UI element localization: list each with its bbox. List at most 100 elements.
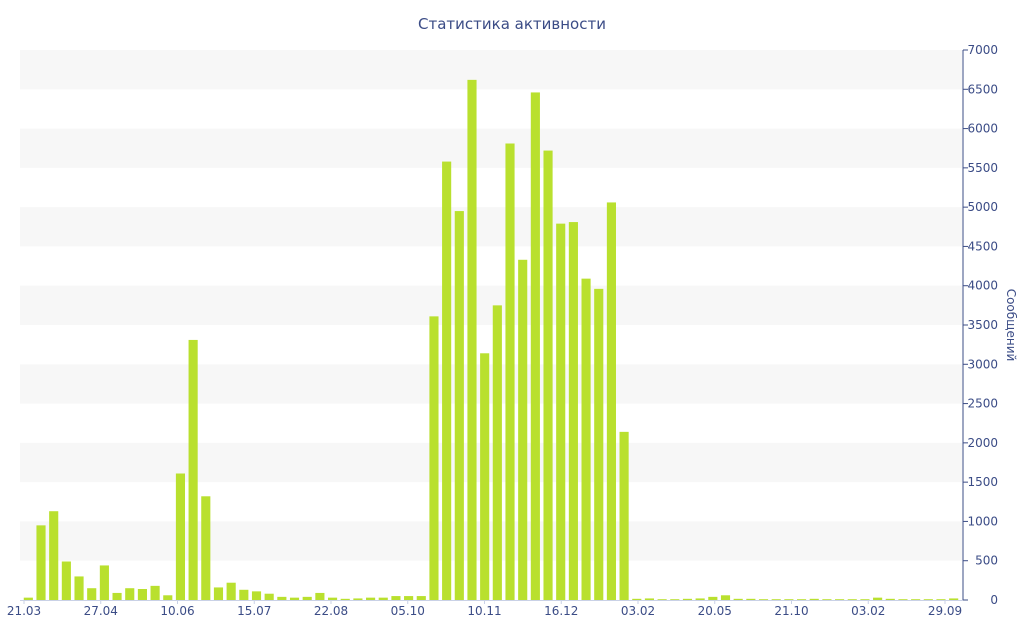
bar bbox=[581, 278, 591, 600]
bar bbox=[137, 589, 147, 600]
x-tick-label: 15.07 bbox=[237, 604, 271, 618]
bar bbox=[644, 598, 655, 600]
bar bbox=[416, 596, 426, 600]
bar bbox=[87, 588, 97, 600]
bar bbox=[277, 596, 287, 600]
bar-series bbox=[23, 79, 959, 601]
bar bbox=[125, 588, 135, 600]
x-tick-label: 10.11 bbox=[467, 604, 501, 618]
bar bbox=[264, 593, 274, 600]
x-tick-label: 21.10 bbox=[774, 604, 808, 618]
bar bbox=[708, 596, 718, 600]
bar bbox=[543, 150, 553, 600]
x-tick-label: 03.02 bbox=[621, 604, 655, 618]
bar bbox=[61, 561, 71, 600]
x-tick-label: 16.12 bbox=[544, 604, 578, 618]
bar bbox=[860, 599, 870, 600]
grid-bands bbox=[20, 50, 962, 561]
bar bbox=[467, 79, 477, 601]
bar bbox=[796, 599, 807, 600]
bar bbox=[758, 599, 769, 600]
bar bbox=[454, 211, 464, 600]
y-tick-label: 1500 bbox=[967, 475, 998, 489]
bar bbox=[251, 591, 262, 600]
bar bbox=[898, 599, 908, 600]
y-tick-label: 3000 bbox=[967, 357, 998, 371]
bar bbox=[911, 599, 921, 600]
bar bbox=[315, 592, 325, 600]
y-tick-label: 1000 bbox=[967, 514, 998, 528]
bar bbox=[885, 598, 895, 600]
bar bbox=[594, 288, 604, 600]
grid-band bbox=[20, 521, 962, 561]
bar bbox=[302, 596, 312, 600]
y-tick-label: 4500 bbox=[967, 239, 998, 253]
bar bbox=[23, 597, 33, 600]
y-tick-label: 5000 bbox=[967, 200, 998, 214]
bar bbox=[353, 598, 363, 600]
bar bbox=[340, 598, 350, 600]
bar bbox=[632, 598, 642, 600]
bar bbox=[530, 92, 540, 601]
x-tick-label: 20.05 bbox=[698, 604, 732, 618]
bar bbox=[720, 595, 731, 600]
bar bbox=[809, 598, 819, 600]
grid-band bbox=[20, 50, 962, 90]
bar bbox=[289, 597, 300, 600]
y-tick-label: 6500 bbox=[967, 82, 998, 96]
bar bbox=[835, 599, 845, 600]
x-tick-label: 27.04 bbox=[84, 604, 118, 618]
bar bbox=[492, 305, 502, 600]
bar bbox=[201, 496, 211, 600]
bar bbox=[378, 597, 388, 600]
bar bbox=[175, 473, 186, 600]
bar bbox=[188, 339, 198, 600]
bar bbox=[239, 589, 249, 600]
bar bbox=[213, 587, 224, 600]
bar bbox=[746, 598, 756, 600]
grid-band bbox=[20, 285, 962, 325]
y-axis-title: Сообщений bbox=[1004, 289, 1018, 362]
grid-band bbox=[20, 128, 962, 168]
bar bbox=[556, 223, 566, 600]
bar bbox=[150, 585, 160, 600]
x-tick-label: 29.09 bbox=[928, 604, 962, 618]
bar bbox=[784, 599, 794, 600]
bar bbox=[36, 525, 46, 600]
bar bbox=[327, 597, 338, 600]
bar bbox=[822, 599, 832, 600]
bar bbox=[366, 597, 376, 600]
bar bbox=[949, 598, 959, 600]
bar bbox=[923, 599, 933, 600]
bar bbox=[112, 592, 122, 600]
bar bbox=[657, 599, 667, 600]
x-tick-label: 05.10 bbox=[391, 604, 425, 618]
bar bbox=[74, 576, 84, 600]
bar bbox=[404, 596, 414, 600]
x-tick-label: 10.06 bbox=[160, 604, 194, 618]
bar bbox=[619, 431, 629, 600]
y-tick-label: 4000 bbox=[967, 279, 998, 293]
bar bbox=[568, 222, 578, 600]
bar bbox=[518, 259, 528, 600]
x-tick-label: 21.03 bbox=[7, 604, 41, 618]
y-tick-label: 2500 bbox=[967, 397, 998, 411]
y-tick-label: 3500 bbox=[967, 318, 998, 332]
y-tick-label: 500 bbox=[975, 554, 998, 568]
bar bbox=[670, 599, 680, 600]
x-tick-label: 22.08 bbox=[314, 604, 348, 618]
bar bbox=[226, 582, 236, 600]
chart-title: Статистика активности bbox=[418, 15, 606, 33]
y-tick-label: 7000 bbox=[967, 43, 998, 57]
grid-band bbox=[20, 364, 962, 404]
bar bbox=[936, 599, 946, 600]
grid-band bbox=[20, 207, 962, 247]
bar bbox=[606, 202, 616, 600]
bar bbox=[49, 511, 59, 600]
y-tick-label: 5500 bbox=[967, 161, 998, 175]
x-axis: 21.03 27.04 10.06 15.07 22.08 05.10 10.11 16.12… bbox=[7, 600, 963, 618]
bar bbox=[429, 316, 439, 600]
grid-band bbox=[20, 442, 962, 483]
bar bbox=[505, 143, 515, 600]
